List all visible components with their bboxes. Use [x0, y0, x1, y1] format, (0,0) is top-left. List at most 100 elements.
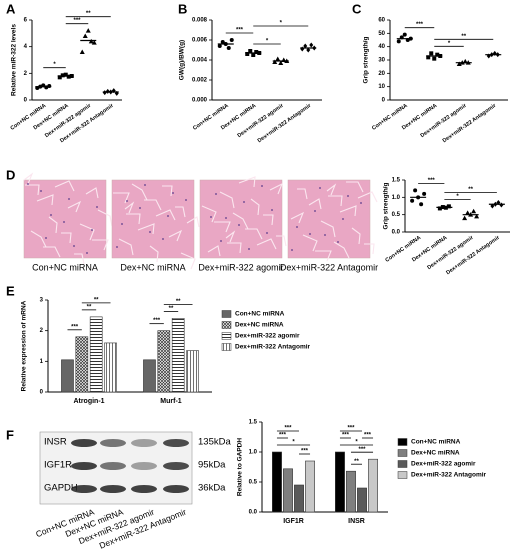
nucleus	[139, 207, 141, 209]
data-point	[278, 60, 284, 65]
panel-letter: E	[6, 283, 15, 298]
significance-label: **	[169, 306, 174, 312]
data-point	[47, 84, 52, 88]
legend-swatch	[397, 449, 408, 457]
bar	[104, 342, 117, 393]
image-label: Dex+miR-322 agomir	[198, 262, 283, 272]
y-tick-label: 0.5	[392, 212, 401, 218]
data-point	[217, 44, 222, 48]
significance-label: ***	[73, 18, 81, 24]
data-point	[272, 59, 278, 64]
significance-label: **	[461, 34, 466, 40]
fiber-border	[276, 235, 287, 247]
nucleus	[210, 216, 212, 218]
x-tick-label: Dex+miR-322 Antagomir	[442, 102, 498, 144]
y-tick-label: 50	[378, 31, 385, 37]
y-tick-label: 0	[40, 390, 44, 396]
nucleus	[215, 193, 217, 195]
fiber-border	[339, 205, 357, 217]
y-axis-label: Relative to GAPDH	[237, 438, 244, 496]
fiber-border	[308, 198, 322, 210]
image-label: Dex+NC miRNA	[120, 262, 185, 272]
nucleus	[185, 199, 187, 201]
x-tick-label: Dex+miR-322 Antagomir	[445, 234, 501, 276]
y-tick-label: 0.008	[192, 18, 208, 24]
legend-label: Dex+NC miRNA	[411, 450, 460, 457]
band-size: 95kDa	[198, 460, 226, 471]
fiber-border	[250, 198, 260, 216]
fiber-border	[162, 185, 173, 197]
nucleus	[261, 185, 263, 187]
nucleus	[347, 195, 349, 197]
y-axis-label: Relative miR-322 levels	[11, 24, 18, 96]
data-point	[309, 42, 314, 48]
nucleus	[96, 206, 98, 208]
fiber-border	[43, 246, 61, 258]
nucleus	[243, 201, 245, 203]
histology-image	[23, 179, 107, 259]
fiber-border	[263, 214, 274, 226]
x-tick-label: IGF1R	[283, 518, 304, 525]
bar	[305, 460, 315, 513]
x-tick-label: Murf-1	[160, 398, 181, 405]
legend-swatch	[221, 321, 232, 329]
significance-label: ***	[342, 433, 350, 439]
nucleus	[314, 210, 316, 212]
x-tick-label: Dex+miR-322 agomir	[426, 234, 475, 271]
fiber-border	[25, 184, 40, 196]
significance-label: ***	[416, 22, 424, 28]
y-tick-label: 0.004	[192, 58, 208, 64]
nucleus	[126, 200, 128, 202]
legend-swatch	[221, 332, 232, 340]
legend-label: Dex+miR-322 Antagomir	[235, 344, 311, 351]
fiber-border	[256, 238, 277, 250]
panel-letter: B	[178, 1, 187, 16]
data-point	[226, 46, 231, 50]
y-tick-label: 30	[378, 58, 385, 64]
band-label: IGF1R	[44, 460, 72, 471]
nucleus	[337, 241, 339, 243]
y-tick-label: 10	[378, 84, 385, 90]
data-point	[402, 32, 407, 37]
bar	[368, 458, 378, 513]
nucleus	[40, 190, 42, 192]
legend-swatch	[397, 460, 408, 468]
legend-swatch	[397, 438, 408, 446]
data-point	[462, 215, 468, 221]
fiber-border	[126, 213, 141, 225]
panel-letter: F	[6, 427, 14, 442]
nucleus	[68, 198, 70, 200]
data-point	[499, 202, 504, 208]
legend-swatch	[221, 343, 232, 351]
band-size: 135kDa	[198, 437, 231, 448]
y-axis-label: Grip strength/g	[363, 37, 370, 84]
band-size: 36kDa	[198, 483, 226, 494]
data-point	[275, 56, 281, 61]
fiber-border	[36, 194, 54, 206]
blot-band	[131, 485, 157, 493]
y-tick-label: 0.0	[392, 230, 401, 236]
significance-label: **	[94, 297, 99, 303]
fiber-border	[219, 191, 235, 209]
fiber-border	[131, 183, 148, 201]
bar	[157, 330, 171, 393]
fiber-border	[186, 216, 200, 228]
fiber-border	[137, 223, 155, 235]
nucleus	[291, 249, 293, 251]
histology-image	[287, 179, 371, 259]
fiber-border	[124, 201, 135, 214]
fiber-border	[290, 211, 305, 224]
bar	[294, 484, 304, 513]
data-point	[245, 52, 250, 56]
significance-label: *	[266, 39, 269, 45]
fiber-border	[23, 172, 34, 185]
significance-label: *	[456, 194, 459, 200]
nucleus	[50, 214, 52, 216]
significance-label: ***	[279, 433, 287, 439]
fiber-border	[180, 252, 196, 270]
band-label: GAPDH	[44, 483, 78, 494]
fiber-border	[238, 176, 256, 188]
significance-label: ***	[153, 318, 161, 324]
fiber-border	[320, 220, 336, 238]
nucleus	[116, 246, 118, 248]
